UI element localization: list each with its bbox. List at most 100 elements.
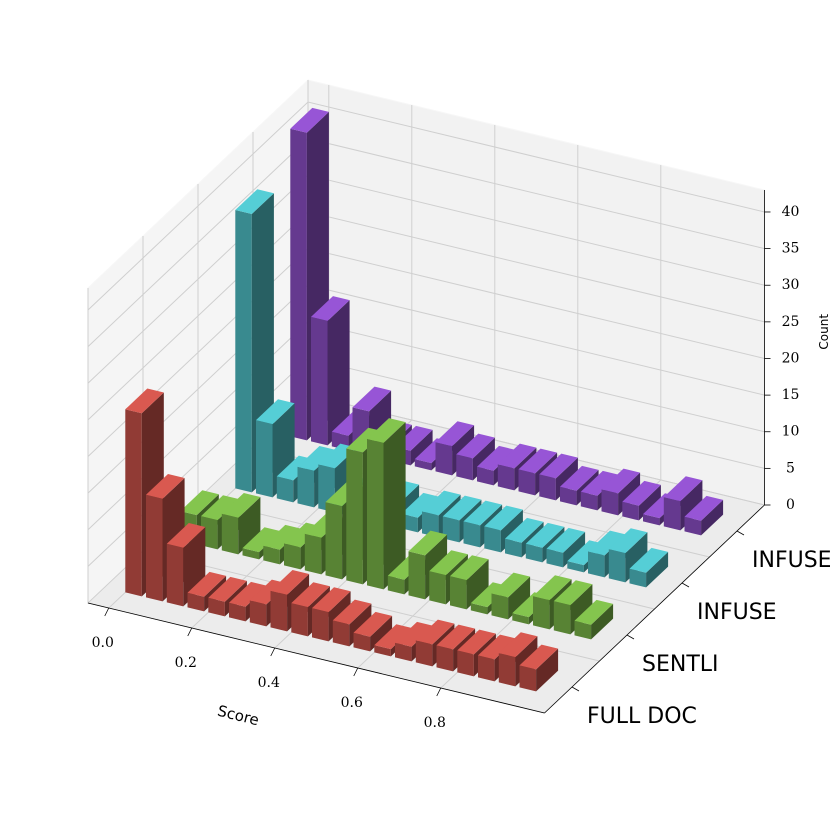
bar-top xyxy=(422,490,461,516)
bar xyxy=(353,611,393,652)
bar-top xyxy=(367,418,406,443)
bar xyxy=(622,480,661,521)
x-tick-label: 0.4 xyxy=(258,675,280,691)
series-label: SENTLI xyxy=(642,652,719,677)
bar-top xyxy=(546,527,586,553)
bar-top xyxy=(518,448,558,474)
bar-top xyxy=(580,470,620,496)
bar-top xyxy=(491,572,531,598)
bar-top xyxy=(408,530,448,556)
bar-top xyxy=(242,527,282,553)
bar-front xyxy=(546,548,564,568)
bar-side xyxy=(238,497,261,555)
bar-front xyxy=(395,642,412,662)
bar-front xyxy=(187,592,205,612)
bar-front xyxy=(484,526,501,553)
bar-front xyxy=(450,576,467,610)
depth-tick xyxy=(626,634,635,640)
bar-side xyxy=(563,531,586,568)
bar-front xyxy=(367,438,384,590)
bar-front xyxy=(312,608,329,642)
bar-top xyxy=(235,189,274,214)
bar-top xyxy=(560,465,599,491)
bar-front xyxy=(374,645,391,657)
bar-side xyxy=(638,484,661,521)
bar-top xyxy=(187,571,227,597)
bar-top xyxy=(463,500,503,526)
x-axis-line xyxy=(87,602,545,714)
y-tick-label: 0 xyxy=(786,497,795,513)
bar-front xyxy=(276,476,294,503)
bar-top xyxy=(180,490,219,516)
bar xyxy=(546,527,586,568)
bar-top xyxy=(525,522,565,548)
bar-front xyxy=(325,502,343,580)
axes-panes xyxy=(86,78,766,714)
bar-front xyxy=(553,601,571,635)
x-tick xyxy=(353,667,359,677)
bar-front xyxy=(539,474,556,501)
x-tick xyxy=(104,607,110,617)
series-label: FULL DOC xyxy=(587,704,697,729)
bar-top xyxy=(497,443,537,469)
bar-front xyxy=(608,549,626,583)
bar xyxy=(367,418,406,590)
series-label: INFUSE xyxy=(697,600,777,625)
bar-top xyxy=(374,624,413,650)
bar-top xyxy=(290,107,329,133)
bar xyxy=(235,189,274,493)
bar-front xyxy=(436,645,454,672)
bar-top xyxy=(450,555,489,581)
bar-front xyxy=(332,620,350,647)
bar-front xyxy=(297,466,315,508)
bar-side xyxy=(383,422,406,590)
bar-top xyxy=(478,634,517,660)
bar xyxy=(574,599,614,640)
bar-front xyxy=(629,568,647,588)
bar-front xyxy=(580,491,598,511)
bar-top xyxy=(435,421,475,447)
bar-front xyxy=(512,613,529,625)
y-tick-label: 10 xyxy=(782,424,800,440)
bar-front xyxy=(533,596,550,630)
bar-side xyxy=(646,551,669,588)
x-tick-label: 0.8 xyxy=(424,715,446,731)
bar-top xyxy=(208,576,247,602)
x-tick-label: 0.6 xyxy=(341,695,363,711)
bar-side xyxy=(466,559,489,610)
bar-top xyxy=(291,582,330,608)
bar-top xyxy=(484,505,523,531)
bar-top xyxy=(263,524,302,550)
bar-front xyxy=(498,653,516,687)
y-tick-label: 35 xyxy=(782,241,800,257)
bar-front xyxy=(663,497,681,531)
bar-top xyxy=(519,644,559,670)
y-tick-label: 40 xyxy=(782,204,800,220)
bar-front xyxy=(435,442,453,476)
bar-side xyxy=(701,499,724,536)
x-axis-label: Score xyxy=(216,702,261,730)
bar-front xyxy=(291,603,308,637)
x-tick-label: 0.2 xyxy=(175,655,197,671)
bar-front xyxy=(643,514,660,526)
bar-front xyxy=(574,620,592,640)
bar-front xyxy=(560,486,577,506)
depth-axis-line xyxy=(544,504,765,714)
bar-front xyxy=(470,603,488,615)
x-tick xyxy=(436,687,442,697)
bar-top xyxy=(498,632,538,658)
bar-top xyxy=(352,386,392,412)
y-tick-label: 30 xyxy=(782,277,800,293)
x-tick xyxy=(270,647,276,657)
bar-top xyxy=(533,575,572,601)
bar-front xyxy=(229,602,246,622)
bar-top xyxy=(353,611,393,637)
bar-front xyxy=(684,516,702,536)
bar-front xyxy=(497,464,515,491)
y-axis-label: Count xyxy=(817,314,830,350)
bar-top xyxy=(429,550,468,576)
bar-top xyxy=(456,433,495,459)
bar xyxy=(450,555,489,610)
bar-top xyxy=(311,296,350,321)
bar-front xyxy=(166,543,184,607)
